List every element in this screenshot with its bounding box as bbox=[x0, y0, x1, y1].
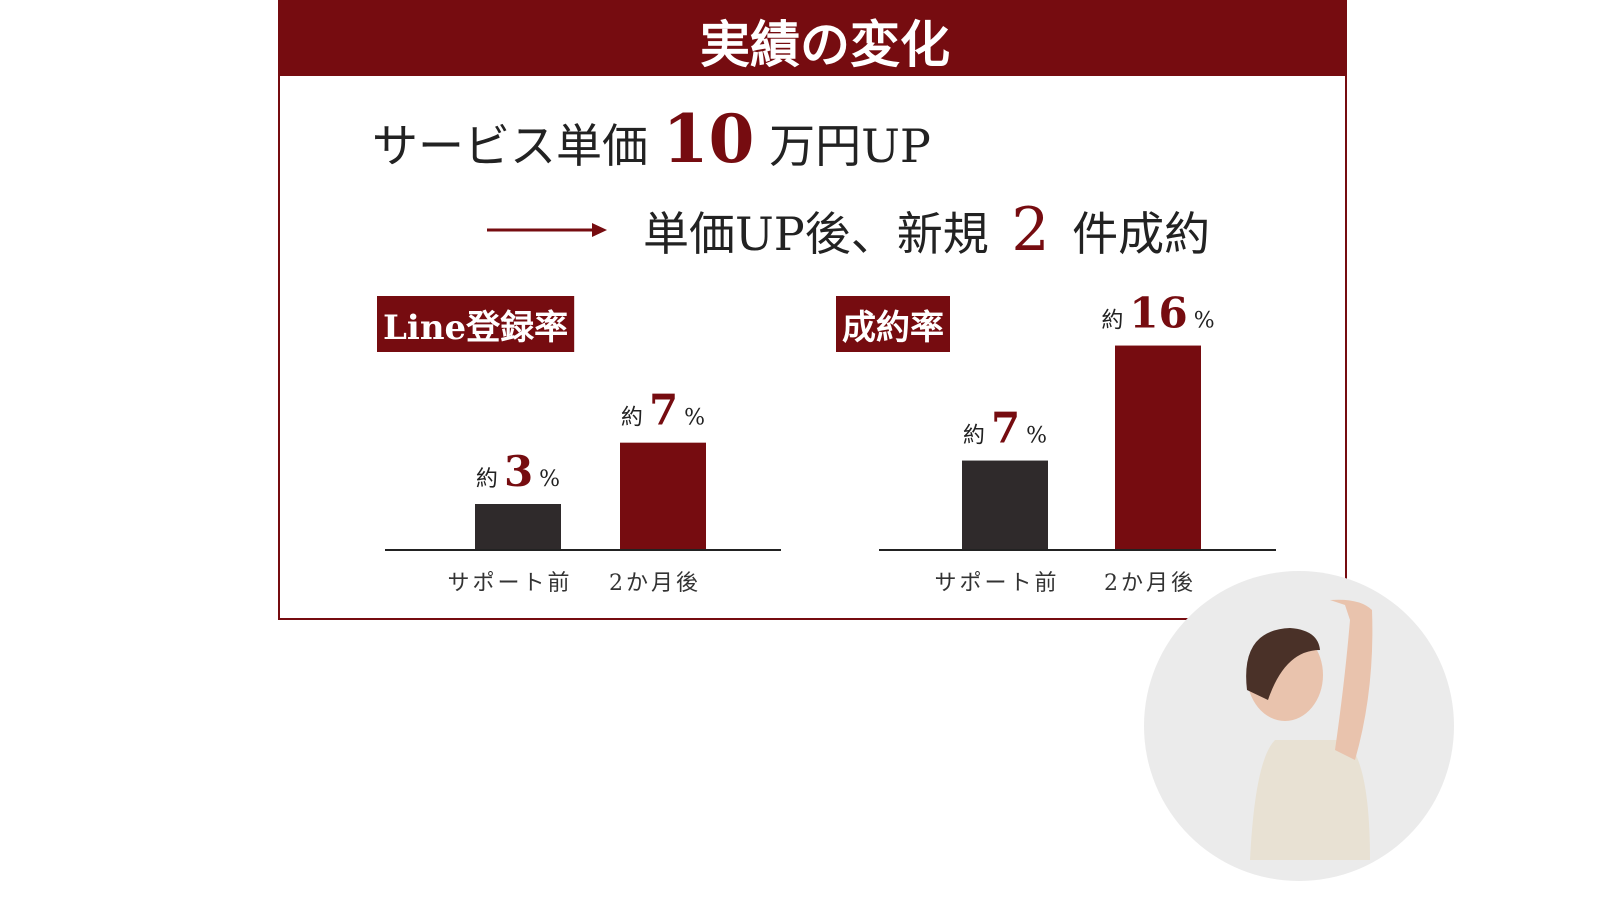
category-label: サポート前 bbox=[934, 571, 1059, 596]
value-prefix: 約 bbox=[963, 424, 985, 449]
value-prefix: 約 bbox=[621, 406, 643, 431]
bar bbox=[475, 504, 561, 550]
headline-number: 10 bbox=[663, 100, 755, 178]
value-number: 16 bbox=[1129, 289, 1187, 338]
title-band bbox=[279, 0, 1346, 76]
result-prefix: 単価UP後、新規 bbox=[643, 207, 989, 261]
chart-title: Line登録率 bbox=[383, 308, 568, 348]
arrow-head bbox=[592, 223, 607, 237]
photo-circle bbox=[1144, 571, 1454, 881]
value-unit: % bbox=[539, 467, 560, 492]
value-unit: % bbox=[1194, 309, 1215, 334]
value-number: 3 bbox=[504, 447, 533, 496]
bar bbox=[1115, 345, 1201, 550]
result: 単価UP後、新規 2 件成約 bbox=[643, 195, 1210, 265]
bar bbox=[620, 442, 706, 550]
photo bbox=[1144, 571, 1454, 881]
photo-arm bbox=[1330, 599, 1373, 760]
value-number: 7 bbox=[649, 386, 678, 435]
result-number: 2 bbox=[1011, 195, 1049, 265]
bar bbox=[962, 460, 1048, 550]
chart-title: 成約率 bbox=[842, 308, 944, 348]
value-unit: % bbox=[684, 406, 705, 431]
value-prefix: 約 bbox=[1101, 309, 1123, 334]
chart-title-box bbox=[377, 296, 575, 352]
value-number: 7 bbox=[991, 404, 1020, 453]
headline-prefix: サービス単価 bbox=[372, 119, 648, 173]
value-label: 約 7% bbox=[621, 386, 705, 435]
value-prefix: 約 bbox=[476, 467, 498, 492]
chart-title-box bbox=[836, 296, 950, 352]
value-label: 約 7% bbox=[963, 404, 1047, 453]
headline: サービス単価 10 万円UP bbox=[372, 100, 931, 178]
photo-body bbox=[1250, 740, 1370, 860]
photo-hair bbox=[1246, 628, 1320, 700]
value-label: 約 16% bbox=[1101, 289, 1214, 338]
category-label: 2か月後 bbox=[1104, 571, 1196, 596]
headline-suffix: 万円UP bbox=[769, 119, 931, 173]
result-suffix: 件成約 bbox=[1072, 207, 1210, 261]
category-label: サポート前 bbox=[447, 571, 572, 596]
value-label: 約 3% bbox=[476, 447, 560, 496]
value-unit: % bbox=[1026, 424, 1047, 449]
category-label: 2か月後 bbox=[609, 571, 701, 596]
title: 実績の変化 bbox=[700, 15, 950, 74]
